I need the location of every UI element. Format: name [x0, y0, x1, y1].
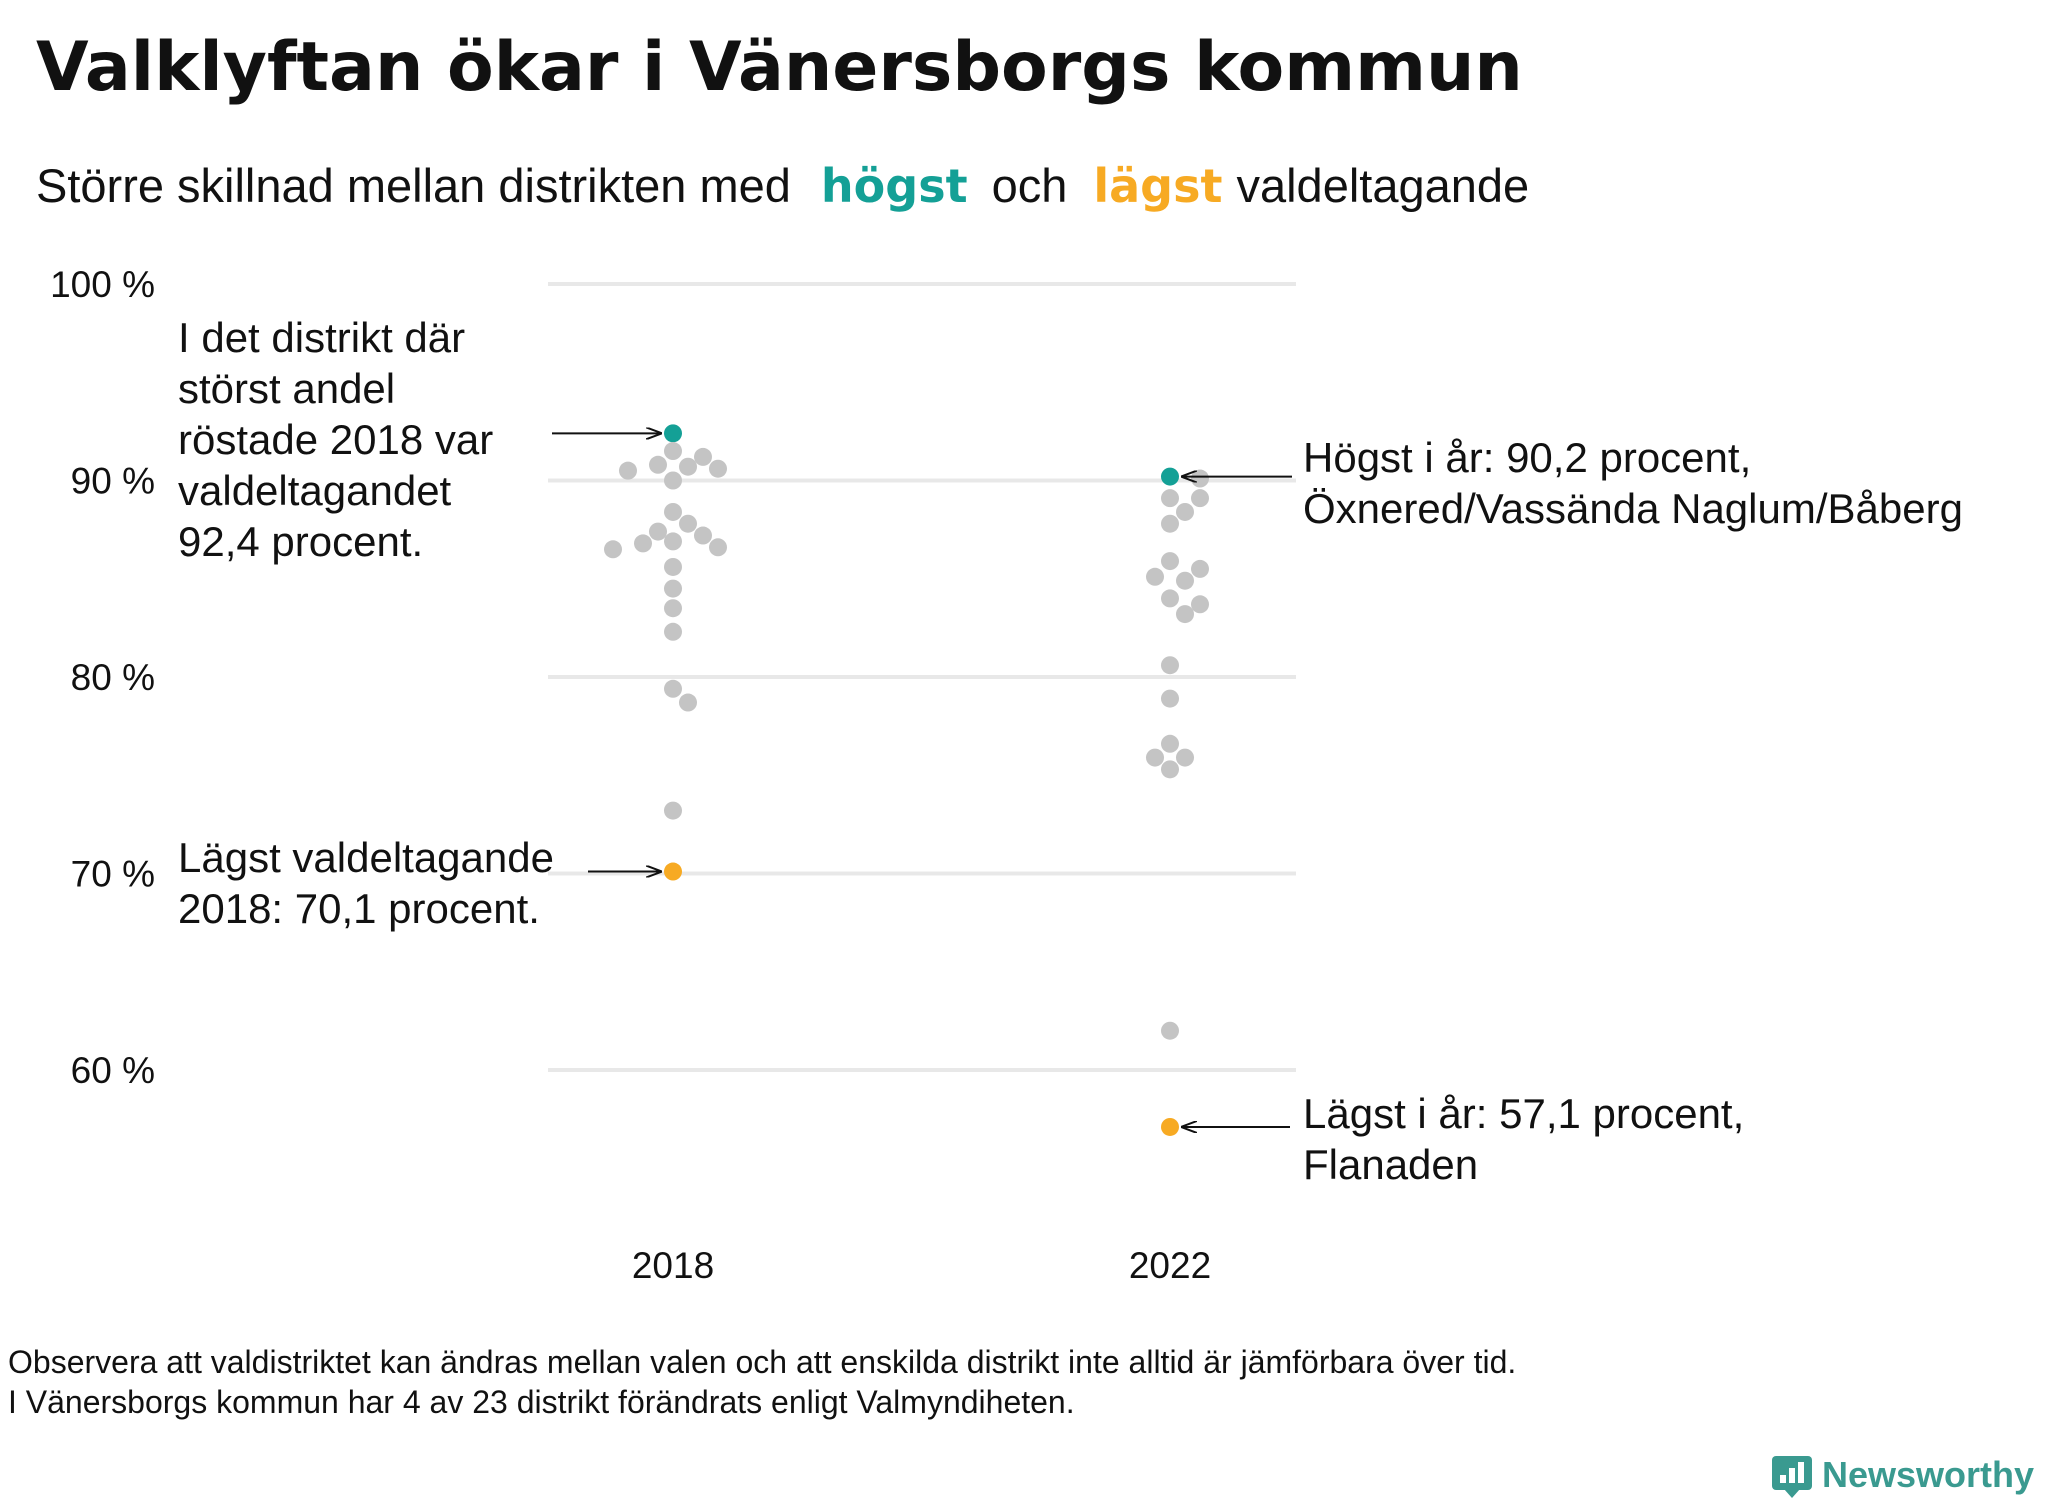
data-point: [1191, 595, 1209, 614]
chart-title: Valklyftan ökar i Vänersborgs kommun: [36, 28, 1523, 107]
data-point: [679, 514, 697, 533]
data-point: [679, 693, 697, 712]
data-point: [664, 599, 682, 618]
annotation-highest-2022: Högst i år: 90,2 procent, Öxnered/Vassänd…: [1303, 434, 1963, 532]
data-point-highest: [664, 424, 682, 443]
annotation-line: I det distrikt där: [178, 314, 465, 361]
y-tick-label: 80 %: [71, 657, 155, 698]
data-point: [709, 459, 727, 478]
footer-note-line2: I Vänersborgs kommun har 4 av 23 distrik…: [8, 1384, 1075, 1420]
data-point: [1191, 489, 1209, 508]
data-point: [1161, 589, 1179, 608]
data-point: [664, 679, 682, 698]
data-point: [1161, 514, 1179, 533]
data-point-lowest: [664, 862, 682, 881]
y-tick-label: 70 %: [71, 854, 155, 895]
data-point: [1146, 567, 1164, 586]
bar-chart-speech-icon: [1772, 1456, 1812, 1498]
annotations: I det distrikt där störst andel röstade 20…: [178, 314, 1963, 1188]
data-point: [664, 579, 682, 598]
annotation-line: Flanaden: [1303, 1141, 1478, 1188]
y-axis-ticks: 100 % 90 % 80 % 70 % 60 %: [50, 264, 155, 1091]
subtitle-text-end: valdeltagande: [1236, 159, 1529, 212]
footer-note-line1: Observera att valdistriktet kan ändras m…: [8, 1344, 1516, 1380]
y-tick-label: 60 %: [71, 1050, 155, 1091]
subtitle-text-start: Större skillnad mellan distrikten med: [36, 159, 791, 212]
annotation-line: Lägst valdeltagande: [178, 834, 554, 881]
brand-name: Newsworthy: [1822, 1454, 2034, 1495]
data-point: [604, 540, 622, 559]
data-point: [1176, 502, 1194, 521]
x-axis-ticks: 2018 2022: [632, 1245, 1211, 1286]
annotation-lowest-2022: Lägst i år: 57,1 procent, Flanaden: [1303, 1090, 1744, 1188]
newsworthy-logo: Newsworthy: [1772, 1454, 2034, 1498]
data-point: [1161, 656, 1179, 675]
gridlines: [548, 282, 1296, 1072]
data-point: [664, 471, 682, 490]
data-point: [1176, 605, 1194, 624]
data-point: [1191, 469, 1209, 488]
annotation-line: Öxnered/Vassända Naglum/Båberg: [1303, 485, 1963, 532]
data-point: [694, 447, 712, 466]
data-point: [1176, 748, 1194, 767]
annotation-line: valdeltagandet: [178, 467, 452, 514]
data-points: [604, 424, 1209, 1136]
data-point: [649, 522, 667, 541]
data-point: [664, 532, 682, 551]
x-tick-label: 2018: [632, 1245, 714, 1286]
data-point-highest: [1161, 467, 1179, 486]
y-tick-label: 90 %: [71, 461, 155, 502]
data-point: [664, 442, 682, 461]
data-point: [649, 455, 667, 474]
data-point: [1161, 489, 1179, 508]
annotation-line: 92,4 procent.: [178, 518, 423, 565]
data-point: [1191, 559, 1209, 578]
annotation-line: 2018: 70,1 procent.: [178, 885, 540, 932]
data-point: [709, 538, 727, 557]
data-point: [664, 622, 682, 641]
data-point: [1176, 571, 1194, 590]
data-point: [694, 526, 712, 545]
subtitle-text-mid: och: [992, 159, 1068, 212]
subtitle-highlight-low: lägst: [1093, 159, 1222, 213]
data-point: [664, 557, 682, 576]
data-point: [634, 534, 652, 553]
data-point: [1161, 734, 1179, 753]
data-point: [679, 457, 697, 476]
annotation-line: Högst i år: 90,2 procent,: [1303, 434, 1751, 481]
annotation-line: röstade 2018 var: [178, 416, 493, 463]
subtitle-highlight-high: högst: [821, 159, 968, 213]
annotation-arrows: [552, 433, 1292, 1127]
data-point: [619, 461, 637, 480]
chart-subtitle: Större skillnad mellan distrikten med hö…: [36, 159, 1529, 213]
data-point: [664, 801, 682, 820]
data-point: [1161, 760, 1179, 779]
x-tick-label: 2022: [1129, 1245, 1211, 1286]
data-point: [1161, 552, 1179, 571]
annotation-highest-2018: I det distrikt där störst andel röstade 20…: [178, 314, 493, 565]
data-point: [1161, 689, 1179, 708]
annotation-lowest-2018: Lägst valdeltagande 2018: 70,1 procent.: [178, 834, 554, 932]
annotation-line: Lägst i år: 57,1 procent,: [1303, 1090, 1744, 1137]
data-point-lowest: [1161, 1117, 1179, 1136]
data-point: [1146, 748, 1164, 767]
data-point: [664, 502, 682, 521]
y-tick-label: 100 %: [50, 264, 155, 305]
annotation-line: störst andel: [178, 365, 395, 412]
data-point: [1161, 1021, 1179, 1040]
